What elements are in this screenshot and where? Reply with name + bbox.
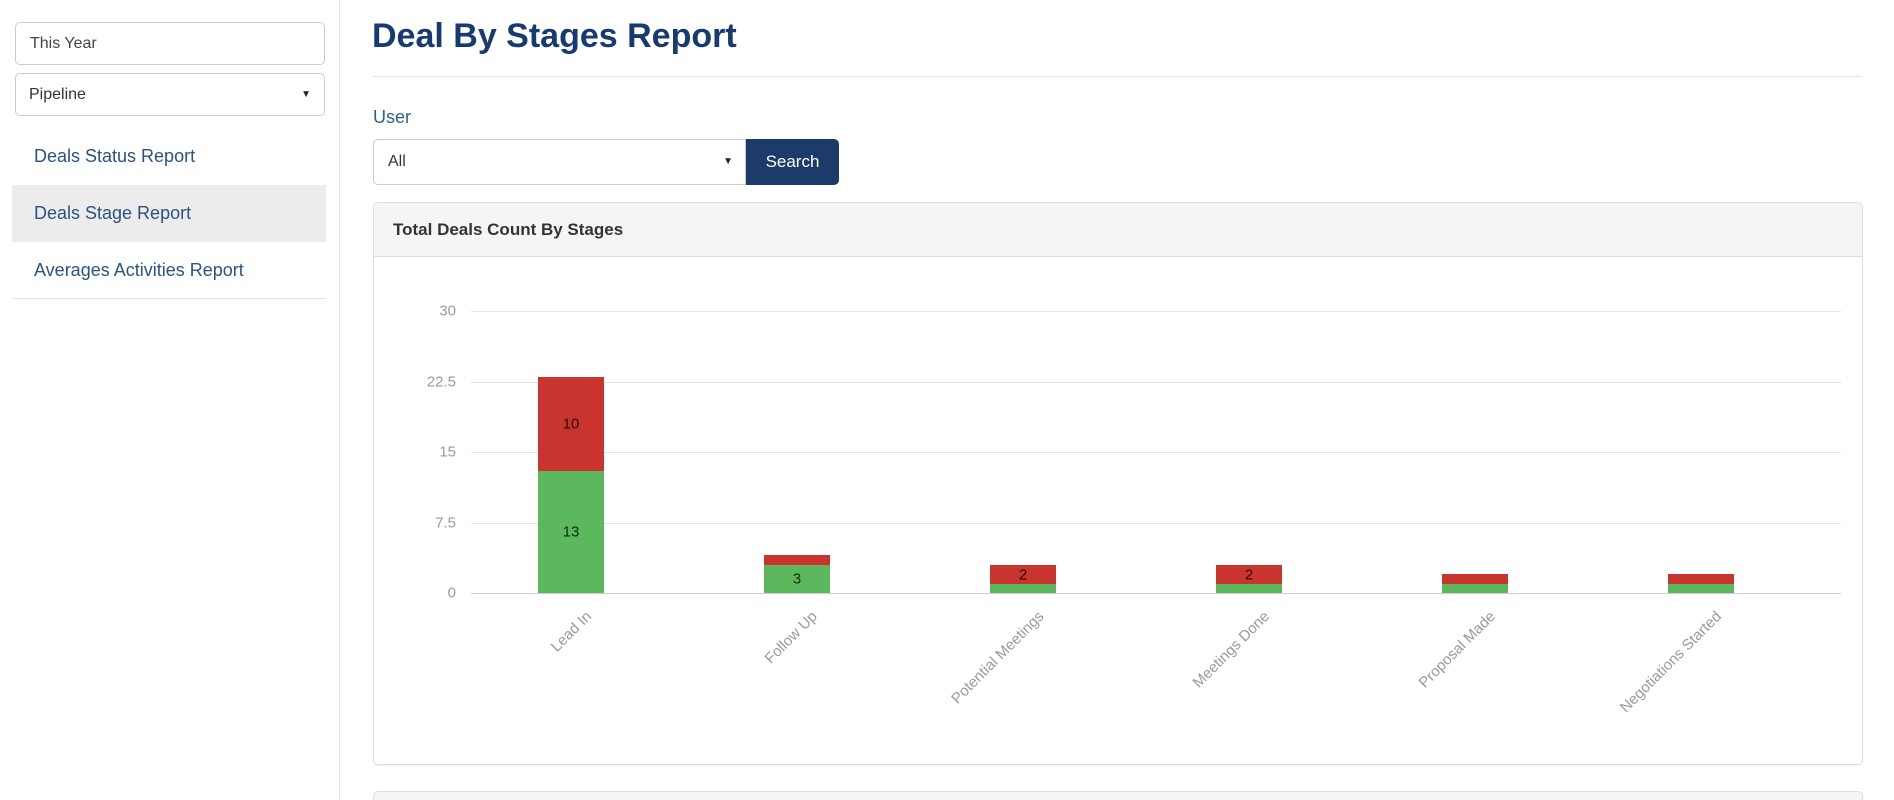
bar-value-label: 2	[1244, 566, 1254, 583]
bar-segment-red-segment[interactable]	[764, 555, 830, 565]
sidebar-item-deals-stage-report[interactable]: Deals Stage Report	[12, 185, 326, 242]
pipeline-select[interactable]: Pipeline ▼	[15, 73, 325, 116]
bar-segment-green-segment[interactable]: 13	[538, 471, 604, 593]
bar-segment-green-segment[interactable]	[1668, 584, 1734, 593]
bar-value-label: 13	[562, 523, 580, 541]
user-select-value: All	[388, 153, 406, 170]
bar-value-label: 10	[562, 415, 580, 433]
chevron-down-icon: ▼	[723, 156, 733, 167]
chart-area: 0 7.5 15 22.5 30 13 10 Lead In 3 Follow Up 2 Potent…	[374, 257, 1862, 764]
bar-segment-red-segment[interactable]: 10	[538, 377, 604, 471]
title-divider	[372, 76, 1862, 77]
y-axis-tick-label: 0	[447, 584, 456, 602]
y-axis-tick-label: 7.5	[435, 514, 456, 532]
bar-segment-red-segment[interactable]	[1668, 574, 1734, 584]
user-select[interactable]: All ▼	[373, 139, 746, 185]
page-title: Deal By Stages Report	[372, 17, 737, 55]
x-axis-category-label: Negotiations Started	[1616, 608, 1726, 717]
pipeline-select-value: Pipeline	[29, 85, 86, 103]
user-filter-label: User	[373, 107, 412, 127]
bar-segment-red-segment[interactable]: 2	[1216, 565, 1282, 584]
gridline	[471, 523, 1841, 524]
gridline	[471, 311, 1841, 312]
deals-count-panel: Total Deals Count By Stages 0 7.5 15 22.5 30…	[373, 202, 1863, 765]
filter-group: All ▼ Search	[373, 139, 839, 185]
sidebar-menu: Deals Status Report Deals Stage Report Ave…	[12, 128, 326, 299]
bar-segment-green-segment[interactable]	[990, 584, 1056, 593]
sidebar-item-averages-activities-report[interactable]: Averages Activities Report	[12, 242, 326, 299]
y-axis-tick-label: 22.5	[426, 373, 456, 391]
bar-value-label: 3	[792, 570, 802, 588]
gridline	[471, 452, 1841, 453]
bar-segment-red-segment[interactable]: 2	[990, 565, 1056, 584]
chevron-down-icon: ▼	[301, 88, 311, 100]
next-panel-header	[373, 791, 1863, 800]
x-axis-category-label: Meetings Done	[1189, 608, 1274, 692]
sidebar: Pipeline ▼ Deals Status Report Deals Stag…	[0, 0, 340, 800]
panel-header: Total Deals Count By Stages	[374, 203, 1862, 257]
y-axis-tick-label: 30	[439, 302, 456, 320]
bar-segment-green-segment[interactable]	[1216, 584, 1282, 593]
x-axis-baseline	[471, 593, 1841, 594]
bar-value-label: 2	[1018, 566, 1028, 583]
x-axis-category-label: Follow Up	[761, 608, 822, 668]
x-axis-category-label: Potential Meetings	[947, 608, 1048, 708]
bar-segment-green-segment[interactable]	[1442, 584, 1508, 593]
x-axis-category-label: Lead In	[547, 608, 596, 656]
search-button[interactable]: Search	[746, 139, 839, 185]
x-axis-category-label: Proposal Made	[1415, 608, 1500, 692]
panel-title: Total Deals Count By Stages	[393, 219, 624, 239]
gridline	[471, 382, 1841, 383]
bar-segment-green-segment[interactable]: 3	[764, 565, 830, 593]
bar-segment-red-segment[interactable]	[1442, 574, 1508, 584]
y-axis-tick-label: 15	[439, 443, 456, 461]
period-input[interactable]	[15, 22, 325, 65]
sidebar-item-deals-status-report[interactable]: Deals Status Report	[34, 146, 196, 166]
